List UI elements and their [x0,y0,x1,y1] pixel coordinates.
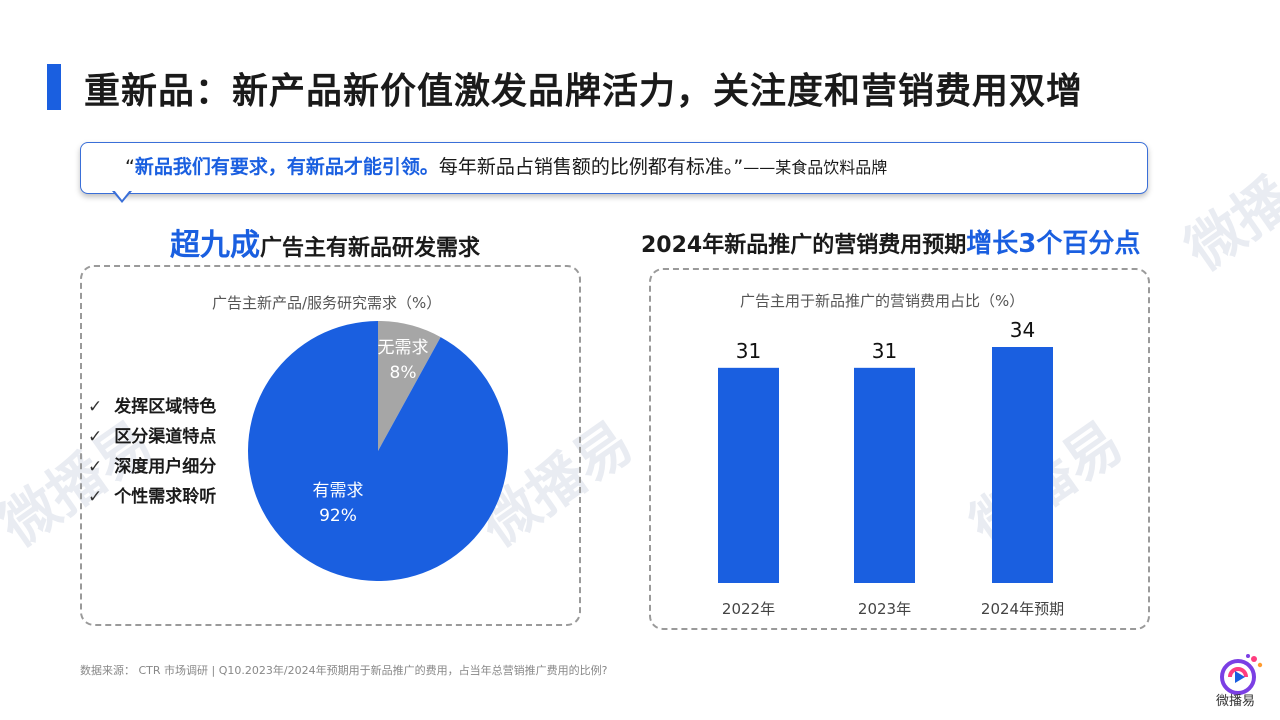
bar [718,367,779,583]
checklist-item: ✓ 区分渠道特点 [88,422,216,452]
data-source-footnote: 数据来源： CTR 市场调研 | Q10.2023年/2024年预期用于新品推广… [80,664,608,677]
pie-slice-label: 无需求 [378,338,429,358]
pie-slice [248,321,509,581]
check-icon: ✓ [88,487,103,507]
checklist-item-label: 区分渠道特点 [114,427,217,447]
quote-open-mark: “ [125,156,135,178]
right-heading-highlight: 增长3个百分点 [966,229,1141,259]
pie-chart: 无需求 8% 有需求 92% [248,321,509,581]
checklist-item-label: 发挥区域特色 [114,397,217,417]
quote-source: ——某食品饮料品牌 [743,158,888,177]
checklist-item-label: 个性需求聆听 [114,487,217,507]
bar-category-label: 2023年 [858,600,911,618]
bar-chart-panel [649,268,1150,630]
brand-logo-text: 微播易 [1216,694,1256,709]
right-heading-text: 2024年新品推广的营销费用预期 [641,233,967,258]
quote-callout [80,142,1148,194]
bar [992,347,1053,583]
bar [854,367,915,583]
checklist-item-label: 深度用户细分 [114,457,217,477]
bar-chart: 31 2022年 31 2023年 34 2024年预期 [718,318,1064,618]
left-heading-text: 广告主有新品研发需求 [260,236,481,261]
bar-value-label: 31 [736,339,761,363]
pie-chart-panel [80,265,581,626]
play-icon [1235,671,1245,683]
checklist-item: ✓ 发挥区域特色 [88,392,216,422]
quote-text: “新品我们有要求，有新品才能引领。每年新品占销售额的比例都有标准。”——某食品饮… [125,152,887,179]
pie-chart-title: 广告主新产品/服务研究需求（%） [212,294,442,312]
feature-checklist: ✓ 发挥区域特色 ✓ 区分渠道特点 ✓ 深度用户细分 ✓ 个性需求聆听 [88,392,216,512]
pie-slice-value-label: 8% [390,363,417,383]
bar-chart-title: 广告主用于新品推广的营销费用占比（%） [740,292,1025,310]
page-title: 重新品：新产品新价值激发品牌活力，关注度和营销费用双增 [84,71,1084,112]
bar-category-label: 2024年预期 [981,600,1064,618]
pie-slice-value-label: 92% [319,506,357,526]
bar-value-label: 31 [872,339,897,363]
left-heading-highlight: 超九成 [170,228,260,263]
bar-category-label: 2022年 [722,600,775,618]
watermark: 微播 [1174,165,1280,284]
right-section-heading: 2024年新品推广的营销费用预期增长3个百分点 [641,223,1140,260]
quote-highlight: 新品我们有要求，有新品才能引领。 [134,156,439,178]
check-icon: ✓ [88,457,103,477]
checklist-item: ✓ 个性需求聆听 [88,482,216,512]
brand-logo [1220,654,1263,695]
checklist-item: ✓ 深度用户细分 [88,452,216,482]
check-icon: ✓ [88,397,103,417]
pie-slice-label: 有需求 [313,481,364,501]
bar-value-label: 34 [1010,318,1035,342]
title-accent-bar [47,64,61,110]
quote-callout-tail-inner [114,190,130,200]
left-section-heading: 超九成广告主有新品研发需求 [170,220,480,264]
check-icon: ✓ [88,427,103,447]
quote-body: 每年新品占销售额的比例都有标准。” [438,156,744,178]
pie-slice [378,321,441,451]
